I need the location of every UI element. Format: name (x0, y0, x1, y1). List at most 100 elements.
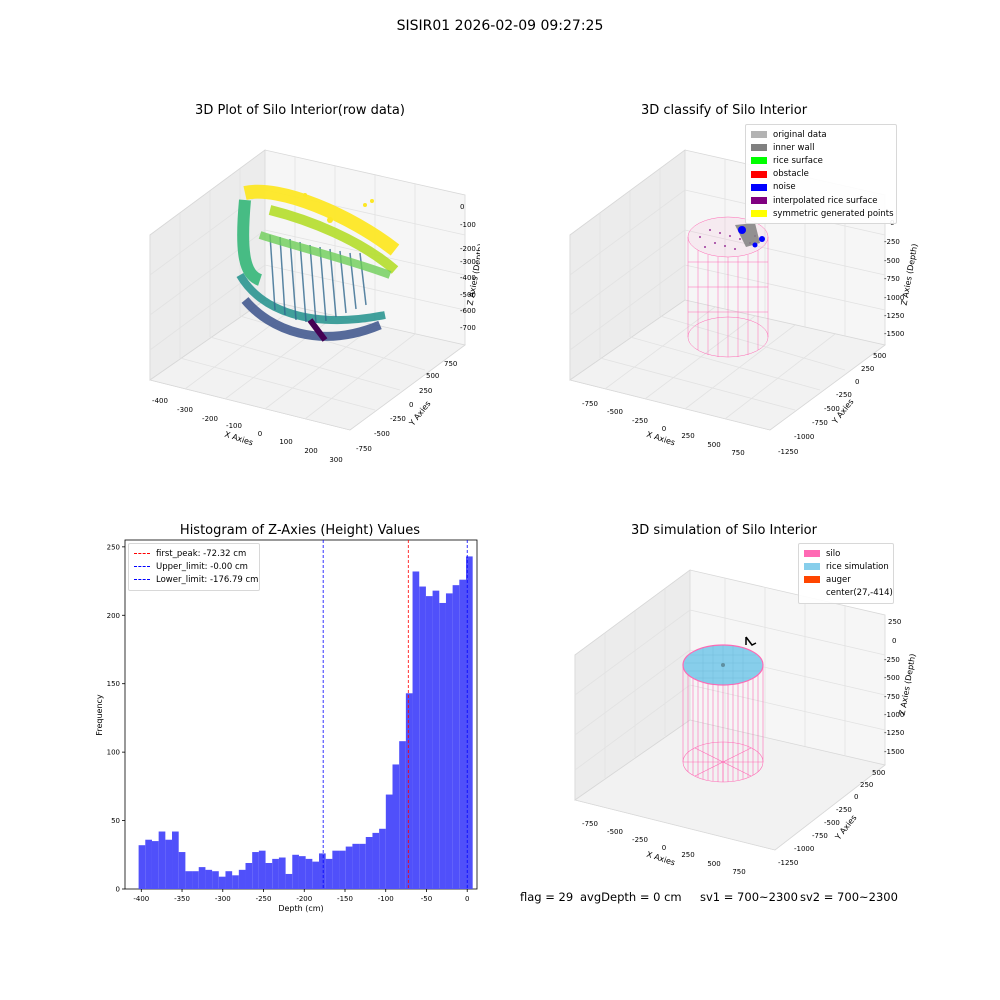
panel2-wall-and-noise (735, 223, 765, 248)
legend-swatch (751, 131, 767, 139)
y-tick: 250 (860, 781, 873, 789)
hist-bar (165, 839, 173, 889)
z-tick: -600 (460, 307, 476, 315)
hist-bar (292, 854, 299, 889)
y-tick-label: 200 (107, 612, 120, 620)
hist-ylabel: Frequency (95, 694, 104, 736)
legend-label: center(27,-414) (826, 588, 893, 599)
panel2-axes-box (569, 149, 886, 431)
hist-bar (265, 862, 273, 889)
y-tick: -1250 (778, 859, 798, 867)
x-tick: 0 (258, 430, 262, 438)
y-tick: 250 (861, 365, 874, 373)
panel2-zlabel: Z Axies (Depth) (900, 243, 920, 306)
legend-label: rice simulation (826, 561, 889, 572)
x-tick: 250 (681, 432, 694, 440)
legend-line-upper (134, 566, 150, 568)
hist-bar (419, 586, 426, 889)
panel1-point-cloud (236, 184, 400, 342)
z-tick: -1000 (884, 294, 904, 302)
x-tick: -100 (226, 422, 242, 430)
legend-item: interpolated rice surface (751, 194, 891, 207)
x-tick: 500 (707, 441, 720, 449)
y-tick: -500 (824, 405, 840, 413)
panel4-auger-marker (745, 636, 757, 646)
panel4-silo-cylinder (682, 665, 764, 783)
y-tick-label: 100 (107, 749, 120, 757)
y-tick: -1000 (794, 433, 814, 441)
x-tick: -300 (177, 406, 193, 414)
legend-line-lower (134, 579, 150, 581)
y-tick: -250 (836, 806, 852, 814)
legend-label: first_peak: -72.32 cm (156, 548, 247, 559)
hist-bar (405, 693, 413, 889)
status-sv1: sv1 = 700~2300 (700, 890, 798, 904)
legend-label: auger (826, 574, 851, 585)
hist-bar (359, 843, 366, 889)
legend-label: noise (773, 182, 796, 193)
legend-item: center(27,-414) (804, 587, 893, 600)
x-tick-label: 0 (465, 895, 469, 903)
z-tick: -200 (460, 245, 476, 253)
y-tick: 750 (444, 360, 457, 368)
x-tick: -500 (607, 828, 623, 836)
z-tick: -1250 (884, 729, 904, 737)
x-tick-label: -50 (421, 895, 432, 903)
panel1-3d-plot: 0 -100 -200 -300 -400 -500 -600 -700 Z A… (149, 149, 480, 464)
x-tick: 0 (662, 844, 666, 852)
legend-item: original data (751, 128, 891, 141)
z-tick: -750 (884, 693, 900, 701)
legend-item: rice surface (751, 154, 891, 167)
hist-bar (238, 869, 246, 889)
panel3-title: Histogram of Z-Axies (Height) Values (179, 523, 421, 538)
panel4-x-ticks: -750 -500 -250 0 250 500 750 (582, 820, 746, 876)
z-tick: 0 (460, 203, 464, 211)
legend-swatch (751, 144, 767, 152)
legend-line-peak (134, 553, 150, 555)
y-tick: 250 (419, 387, 432, 395)
legend-swatch (751, 210, 767, 218)
legend-swatch (751, 157, 767, 165)
panel2-x-ticks: -750 -500 -250 0 250 500 750 (582, 400, 745, 457)
legend-item: auger (804, 573, 888, 586)
hist-bar (392, 764, 400, 889)
y-tick-label: 250 (107, 543, 120, 551)
legend-item: obstacle (751, 168, 891, 181)
hist-bar (225, 871, 233, 889)
z-tick: -1250 (884, 312, 904, 320)
panel3-histogram: -400 -350 -300 -250 -200 -150 -100 -50 0 0 50 100 1… (95, 539, 478, 913)
hist-bar (298, 856, 306, 889)
x-tick-label: -200 (296, 895, 312, 903)
legend-label: Lower_limit: -176.79 cm (156, 574, 259, 585)
panel2-3d-plot: 0 -250 -500 -750 -1000 -1250 -1500 Z Axi… (569, 149, 920, 457)
y-tick-label: 150 (107, 680, 120, 688)
x-tick: -250 (632, 417, 648, 425)
z-tick: -750 (884, 275, 900, 283)
y-tick: 500 (426, 372, 439, 380)
x-tick: 750 (731, 449, 744, 457)
hist-bar (151, 841, 159, 889)
x-tick: 300 (329, 456, 342, 464)
z-tick: -1500 (884, 330, 904, 338)
hist-bar (218, 876, 226, 889)
hist-bar (138, 845, 146, 889)
legend-swatch (751, 170, 767, 178)
y-tick: 0 (855, 378, 859, 386)
z-tick: -400 (460, 274, 476, 282)
x-tick: -750 (582, 820, 598, 828)
x-tick: -200 (202, 415, 218, 423)
legend-item: noise (751, 181, 891, 194)
hist-bar (459, 579, 466, 889)
status-avg-depth: avgDepth = 0 cm (580, 890, 682, 904)
hist-bar (212, 871, 219, 889)
hist-xlabel: Depth (cm) (278, 904, 323, 913)
hist-bar (412, 571, 420, 889)
status-flag: flag = 29 (520, 890, 574, 904)
legend-item: inner wall (751, 141, 891, 154)
y-tick: -250 (390, 415, 406, 423)
panel4-title: 3D simulation of Silo Interior (631, 523, 817, 538)
z-tick: -500 (460, 291, 476, 299)
panel2-legend: original data inner wall rice surface ob… (745, 124, 897, 225)
hist-bar (445, 593, 453, 889)
legend-label: inner wall (773, 142, 815, 153)
